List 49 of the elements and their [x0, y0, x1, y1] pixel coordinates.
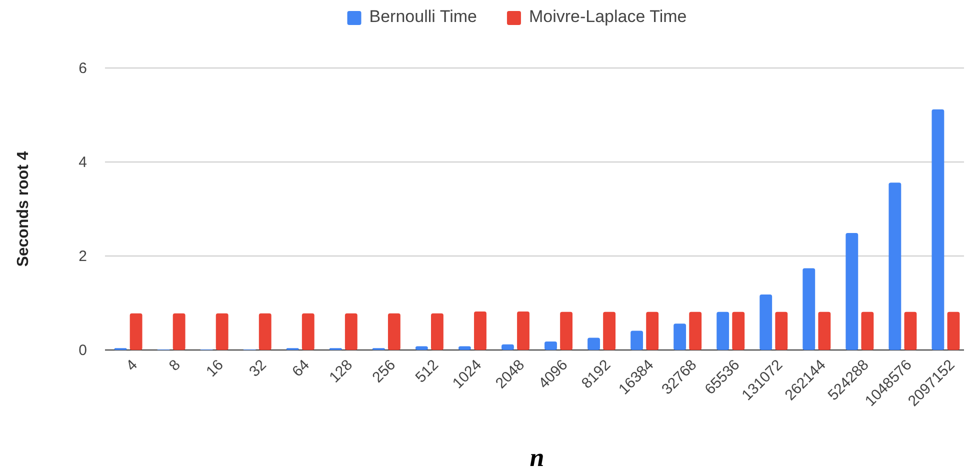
bar — [388, 313, 400, 350]
y-axis-title: Seconds root 4 — [15, 151, 32, 267]
bar — [888, 182, 902, 350]
bar — [544, 342, 557, 350]
bar — [775, 312, 788, 350]
bar — [732, 312, 745, 350]
x-tick-label: 8 — [166, 356, 184, 374]
bar — [517, 311, 530, 350]
bar — [630, 330, 644, 350]
bar — [430, 313, 444, 350]
legend-label: Bernoulli Time — [369, 7, 477, 26]
x-tick-label: 512 — [412, 356, 442, 386]
bar — [172, 313, 186, 350]
bar — [904, 312, 917, 350]
bar — [216, 313, 228, 350]
x-tick-label: 128 — [326, 356, 356, 386]
bar — [344, 313, 358, 350]
y-tick-label: 4 — [78, 154, 87, 171]
bar — [846, 232, 858, 350]
bar — [588, 338, 600, 350]
y-tick-label: 0 — [78, 342, 87, 359]
bar — [560, 312, 572, 350]
x-tick-label: 256 — [369, 356, 399, 386]
x-tick-label: 16 — [203, 356, 227, 380]
y-tick-label: 6 — [78, 60, 87, 77]
x-tick-label: 32 — [246, 356, 270, 380]
bar — [689, 312, 702, 350]
bar — [502, 344, 514, 350]
bar — [302, 313, 314, 350]
bar — [947, 312, 960, 350]
bar — [861, 312, 874, 350]
bar — [603, 312, 616, 350]
bar — [258, 313, 272, 350]
legend-label: Moivre-Laplace Time — [528, 7, 687, 26]
bar — [818, 312, 831, 350]
bar — [130, 313, 142, 350]
bar — [802, 268, 816, 350]
bar — [415, 346, 428, 350]
bar — [474, 311, 486, 350]
x-axis-title: n — [530, 443, 544, 472]
bar — [458, 346, 471, 350]
bar — [760, 294, 772, 350]
bar — [716, 312, 730, 350]
x-tick-label: 4 — [122, 356, 141, 374]
y-tick-label: 2 — [78, 248, 87, 265]
x-tick-label: 64 — [289, 356, 313, 380]
bar — [646, 312, 659, 350]
bar — [674, 324, 686, 350]
bar — [932, 109, 944, 350]
